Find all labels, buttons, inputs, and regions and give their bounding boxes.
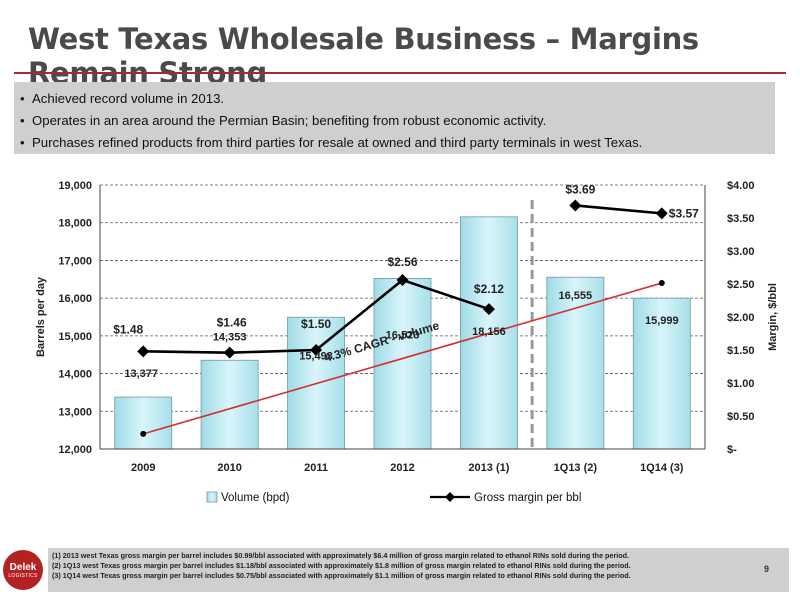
y-tick-label: 15,000 [58,331,92,343]
y2-tick-label: $3.50 [727,213,755,225]
margin-data-label: $1.50 [301,317,331,331]
footnote: (3) 1Q14 west Texas gross margin per bar… [52,571,631,580]
volume-data-label: 15,999 [645,315,679,327]
legend-swatch-volume [206,491,218,503]
y-tick-label: 19,000 [58,180,92,192]
footnotes-box: (1) 2013 west Texas gross margin per bar… [48,548,789,592]
footnote: (2) 1Q13 west Texas gross margin per bar… [52,561,631,570]
summary-bullet: Achieved record volume in 2013. [20,88,775,110]
x-tick-label: 1Q14 (3) [640,462,684,474]
margin-marker [137,345,150,358]
y2-tick-label: $1.50 [727,345,755,357]
margin-data-label: $3.57 [669,206,699,220]
y2-tick-label: $4.00 [727,180,755,192]
legend-label-volume: Volume (bpd) [221,492,290,504]
y2-axis-title: Margin, $/bbl [767,283,779,351]
volume-data-label: 13,377 [124,368,158,380]
margin-marker [310,344,323,356]
margin-data-label: $3.69 [565,182,595,196]
trendline-endpoint [140,430,147,437]
y-tick-label: 18,000 [58,218,92,230]
volume-margin-chart: 12,000 13,000 14,000 15,000 16,000 17,000 18,0… [35,180,779,504]
y-tick-label: 17,000 [58,255,92,267]
y-tick-label: 12,000 [58,444,92,456]
y-tick-label: 13,000 [58,406,92,418]
volume-data-label: 18,156 [472,326,506,338]
x-tick-label: 1Q13 (2) [554,462,598,474]
company-logo: Delek LOGISTICS [3,550,43,590]
y-tick-label: 16,000 [58,293,92,305]
summary-bullet-list: Achieved record volume in 2013. Operates… [14,82,775,154]
margin-marker [396,274,409,287]
y2-tick-label: $- [727,444,737,456]
margin-data-label: $1.48 [113,322,143,336]
margin-marker [569,199,582,212]
x-tick-label: 2012 [390,462,414,474]
y-axis-title: Barrels per day [35,276,47,357]
legend-label-margin: Gross margin per bbl [474,492,581,504]
volume-data-label: 14,353 [213,331,247,343]
logo-text: Delek [9,561,37,573]
y-tick-label: 14,000 [58,369,92,381]
y2-tick-label: $3.00 [727,246,755,258]
data-labels: 13,377 14,353 15,493 16,523 18,156 16,555 15,9… [113,182,699,380]
volume-bars [114,216,691,450]
margin-line [137,199,668,359]
volume-data-label: 16,523 [386,329,420,341]
margin-data-label: $2.12 [474,282,504,296]
margin-data-label: $1.46 [217,316,247,330]
margin-data-label: $2.56 [387,255,417,269]
footer: Delek LOGISTICS (1) 2013 west Texas gros… [0,540,800,600]
chart-legend: Volume (bpd) Gross margin per bbl [206,491,581,504]
trendline-endpoint [658,280,665,287]
logo-subtext: LOGISTICS [8,572,38,579]
margin-marker [655,207,668,220]
y2-tick-label: $1.00 [727,378,755,390]
trendline [142,282,663,435]
y2-tick-label: $0.50 [727,411,755,423]
volume-bar [200,359,259,450]
margin-line-segment [575,204,662,215]
y2-tick-label: $2.00 [727,312,755,324]
x-tick-label: 2011 [304,462,328,474]
axes: 12,000 13,000 14,000 15,000 16,000 17,000 18,0… [35,180,779,474]
margin-marker [482,303,495,316]
x-tick-label: 2013 (1) [468,462,509,474]
x-tick-label: 2009 [131,462,155,474]
page-title: West Texas Wholesale Business – Margins … [28,22,699,90]
volume-bar [114,396,173,450]
legend-swatch-margin-marker [445,492,455,502]
summary-box: Achieved record volume in 2013. Operates… [14,82,775,154]
y2-tick-label: $2.50 [727,279,755,291]
margin-marker [223,346,236,359]
x-tick-label: 2010 [217,462,241,474]
footnote: (1) 2013 west Texas gross margin per bar… [52,551,630,560]
summary-bullet: Operates in an area around the Permian B… [20,110,775,132]
title-divider [14,72,786,74]
volume-bar [632,297,691,450]
volume-data-label: 16,555 [559,290,593,302]
summary-bullet: Purchases refined products from third pa… [20,132,775,154]
volume-data-label: 15,493 [299,350,333,362]
page-number: 9 [764,564,770,574]
